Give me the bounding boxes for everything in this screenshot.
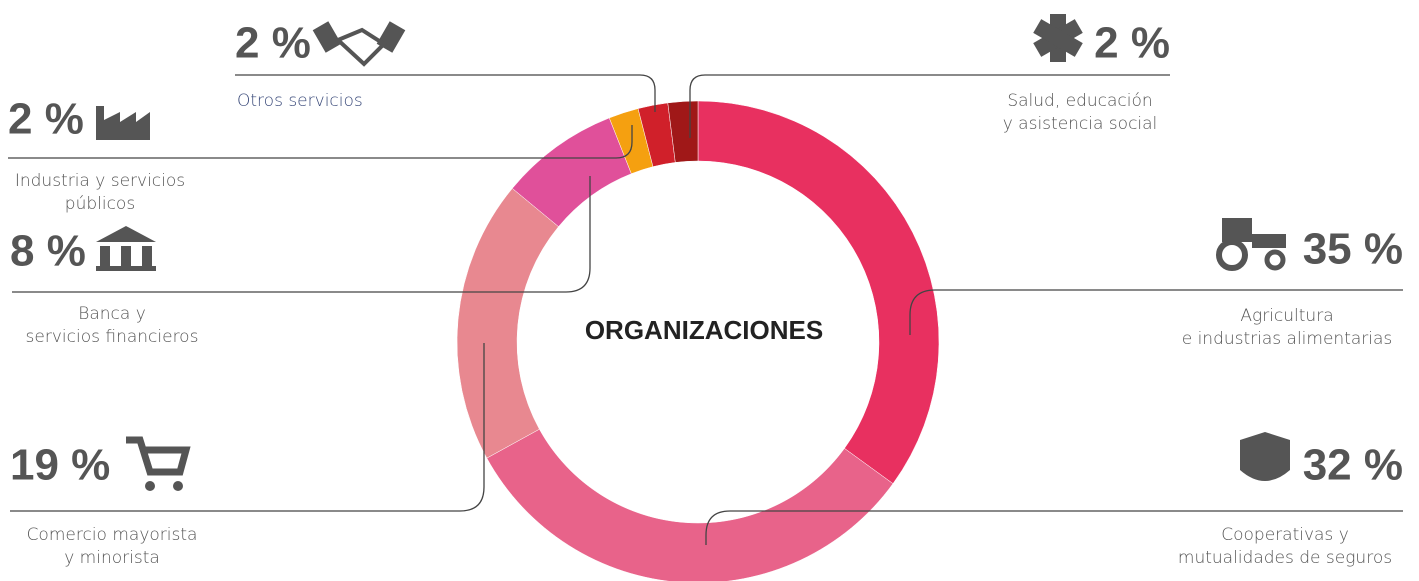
center-label: ORGANIZACIONES [585,315,823,345]
category-label: Salud, educación [1007,91,1152,111]
category-label: mutualidades de seguros [1178,548,1392,568]
icon-handshake [312,21,406,67]
category-label: Cooperativas y [1221,525,1349,545]
value-label: 2 % [8,95,84,144]
ring [456,100,940,581]
icon-tractor [1216,218,1286,271]
leader-line [705,510,1403,545]
category-label: públicos [65,194,135,214]
value-label: 2 % [235,19,311,68]
value-label: 19 % [10,441,110,490]
category-label: Comercio mayorista [27,525,198,545]
leader-line [909,289,1403,335]
leader-line [8,125,633,159]
donut-segment [697,100,940,485]
donut-segment [486,428,894,581]
category-label: Agricultura [1240,306,1333,326]
icon-medical [1033,14,1083,62]
icon-factory [96,106,150,140]
category-label: y minorista [64,548,160,568]
value-label: 35 % [1303,225,1403,274]
category-label: Banca y [78,304,146,324]
value-label: 8 % [10,227,86,276]
category-label: servicios financieros [26,327,199,347]
category-label: e industrias alimentarias [1182,329,1393,349]
value-label: 32 % [1303,441,1403,490]
leader-line [689,74,1170,138]
icon-cart [126,436,191,491]
value-label: 2 % [1094,19,1170,68]
donut-segment [456,188,559,459]
category-label: y asistencia social [1003,114,1158,134]
leader-line [235,74,656,112]
icon-shield [1240,432,1290,481]
category-label: Otros servicios [237,91,363,111]
leader-line [10,343,485,512]
category-label: Industria y servicios [15,171,185,191]
leader-line [12,176,591,293]
icon-bank [96,226,156,271]
